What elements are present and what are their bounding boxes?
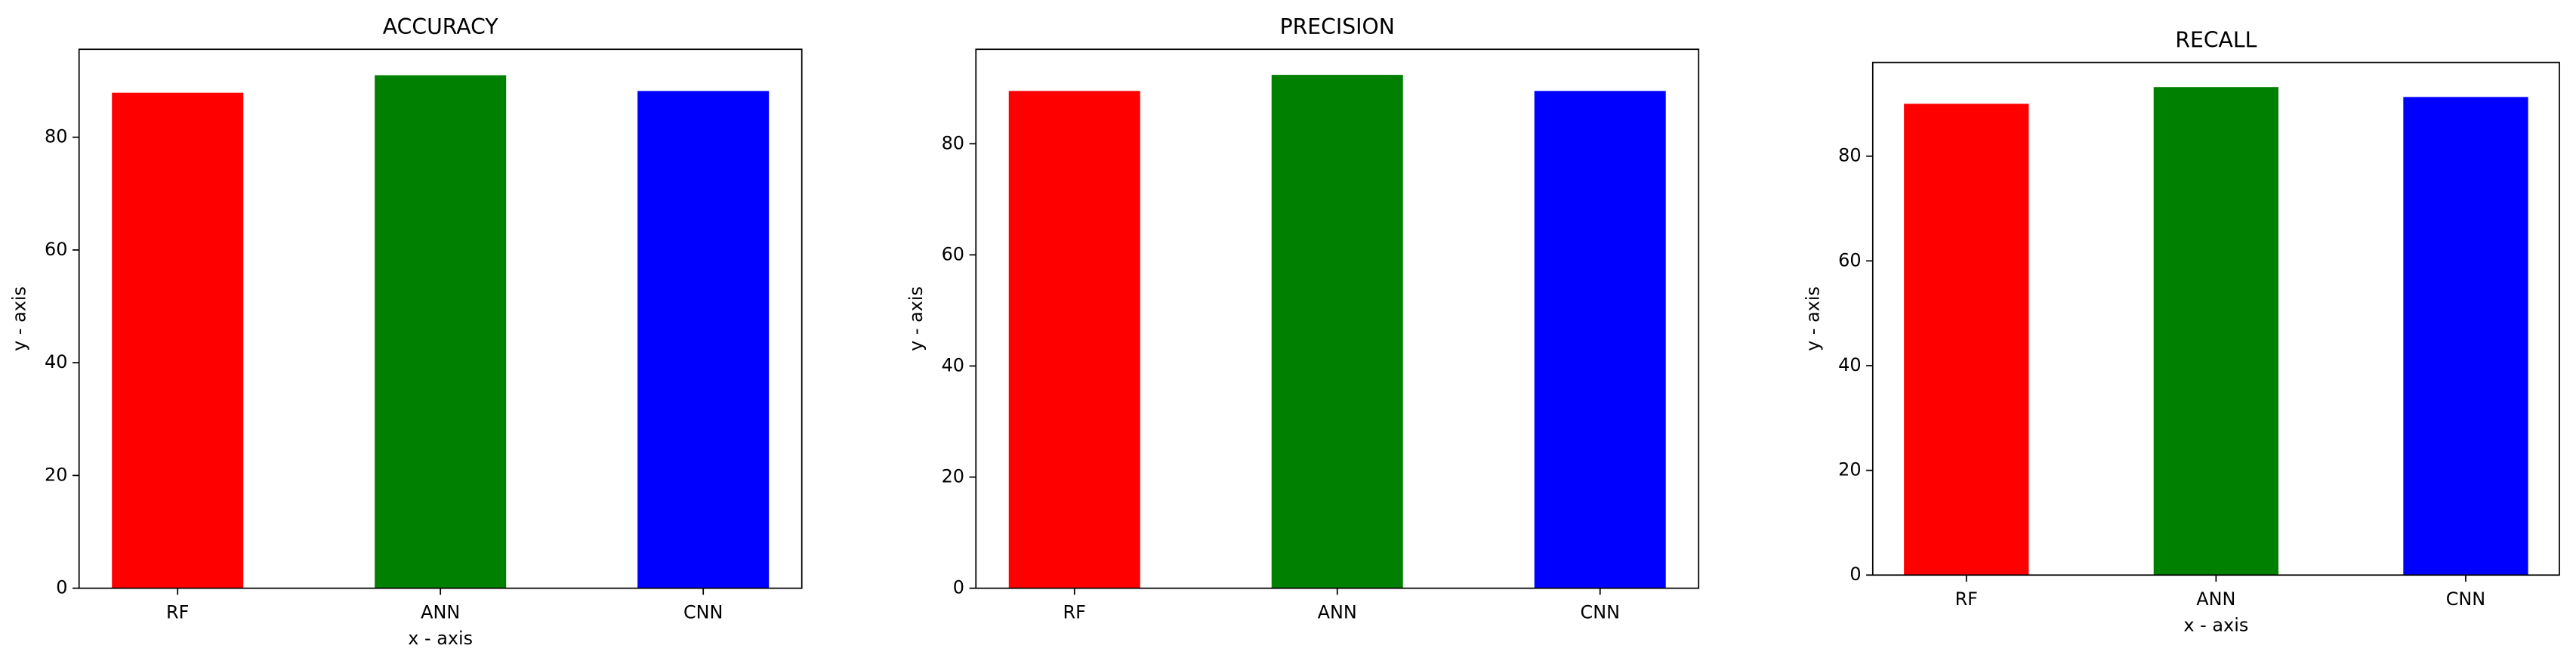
y-tick-label: 40: [942, 354, 964, 375]
bar: [1904, 103, 2029, 576]
bar: [1008, 91, 1140, 588]
y-tick-label: 40: [45, 351, 67, 372]
y-tick-label: 60: [45, 239, 67, 260]
x-tick-label: CNN: [2446, 588, 2485, 610]
y-axis-label: y - axis: [905, 286, 927, 351]
plot-frame: [78, 48, 803, 589]
x-axis-label: x - axis: [2183, 615, 2248, 636]
bar: [637, 91, 770, 588]
plot-frame: [1871, 61, 2560, 576]
chart-panel: RF ANN CNN 0 20 40 60 80 ACCURACY x - axis y - axi…: [8, 14, 803, 649]
x-tick-label: ANN: [1318, 601, 1357, 622]
y-tick-label: 20: [1838, 459, 1861, 480]
x-tick-label: RF: [166, 601, 189, 622]
x-tick-label: CNN: [683, 601, 723, 622]
y-tick-label: 0: [56, 577, 67, 598]
y-tick-label: 0: [953, 577, 964, 598]
chart-title: RECALL: [2175, 27, 2257, 52]
x-tick-label: RF: [1955, 588, 1978, 610]
y-axis-label: y - axis: [1802, 286, 1823, 351]
y-tick-label: 20: [942, 466, 964, 487]
bar: [2403, 97, 2528, 576]
y-axis-label: y - axis: [8, 286, 29, 351]
bar: [1534, 91, 1666, 588]
y-tick-label: 80: [45, 126, 67, 147]
y-tick-label: 20: [45, 464, 67, 485]
chart-panel: RF ANN CNN 0 20 40 60 80 PRECISION y - axis: [905, 14, 1700, 622]
bar: [375, 75, 507, 588]
y-tick-label: 80: [942, 132, 964, 153]
x-tick-label: RF: [1063, 601, 1086, 622]
plot-frame: [975, 48, 1700, 589]
y-tick-label: 0: [1849, 564, 1861, 585]
bar: [112, 92, 244, 588]
chart-title: PRECISION: [1280, 14, 1395, 39]
y-tick-label: 40: [1838, 354, 1861, 375]
y-tick-label: 60: [1838, 249, 1861, 270]
x-tick-label: CNN: [1581, 601, 1620, 622]
chart-title: ACCURACY: [383, 14, 499, 39]
chart-panel: RF ANN CNN 0 20 40 60 80 RECALL x - axis y - axis: [1802, 27, 2560, 636]
x-tick-label: ANN: [421, 601, 460, 622]
y-tick-label: 80: [1838, 145, 1861, 166]
x-axis-label: x - axis: [408, 628, 473, 649]
bar: [2153, 87, 2279, 576]
bar: [1271, 75, 1403, 588]
x-tick-label: ANN: [2196, 588, 2235, 610]
y-tick-label: 60: [942, 243, 964, 264]
